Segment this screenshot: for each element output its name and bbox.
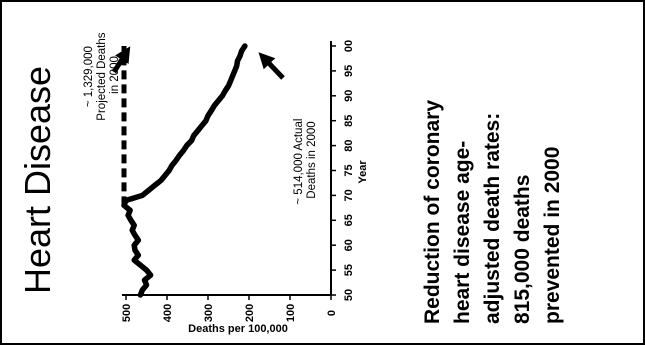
x-tick-label: 75 [343, 164, 355, 176]
projected-arrow [111, 46, 131, 74]
x-tick-label: 50 [343, 289, 355, 301]
x-tick-label: 80 [343, 139, 355, 151]
x-axis-label: Year [357, 160, 369, 184]
y-axis-label: Deaths per 100,000 [188, 323, 288, 335]
y-tick-label: 0 [326, 310, 338, 316]
projected-annotation-line-2: Projected Deaths [96, 32, 108, 120]
x-tick-label: 70 [343, 189, 355, 201]
actual-annotation-line-2: Deaths in 2000 [306, 121, 318, 198]
projected-deaths-annotation: ~ 1,329,000 Projected Deaths in 2000 [83, 29, 121, 120]
headline: Reduction of coronary heart disease age-… [421, 94, 564, 324]
headline-line-5: prevented in 2000 [541, 147, 564, 324]
x-tick-label: 60 [343, 239, 355, 251]
y-tick-label: 400 [162, 304, 174, 322]
headline-line-2: heart disease age- [451, 141, 474, 324]
actual-arrow [258, 52, 285, 80]
x-tick-label: 55 [343, 264, 355, 276]
projected-annotation-line-1: ~ 1,329,000 [83, 46, 95, 107]
headline-line-4: 815,000 deaths [511, 175, 534, 324]
actual-death-rate-line [121, 43, 248, 298]
y-tick-label: 200 [244, 304, 256, 322]
y-tick-label: 100 [285, 304, 297, 322]
headline-line-1: Reduction of coronary [421, 100, 444, 324]
actual-annotation-line-1: ~ 514,000 Actual [293, 119, 305, 205]
y-tick-label: 500 [121, 304, 133, 322]
x-tick-label: 95 [343, 65, 355, 77]
y-tick-label: 300 [203, 304, 215, 322]
x-tick-label: 85 [343, 115, 355, 127]
slide-title: Heart Disease [17, 66, 58, 294]
actual-deaths-annotation: ~ 514,000 Actual Deaths in 2000 [293, 115, 318, 204]
x-ticks: 50 55 60 65 70 75 80 85 90 95 00 [331, 40, 355, 301]
x-tick-label: 90 [343, 90, 355, 102]
x-tick-label: 00 [343, 40, 355, 52]
y-ticks: 0 100 200 300 400 500 [121, 295, 338, 322]
x-tick-label: 65 [343, 214, 355, 226]
headline-line-3: adjusted death rates: [481, 113, 504, 324]
